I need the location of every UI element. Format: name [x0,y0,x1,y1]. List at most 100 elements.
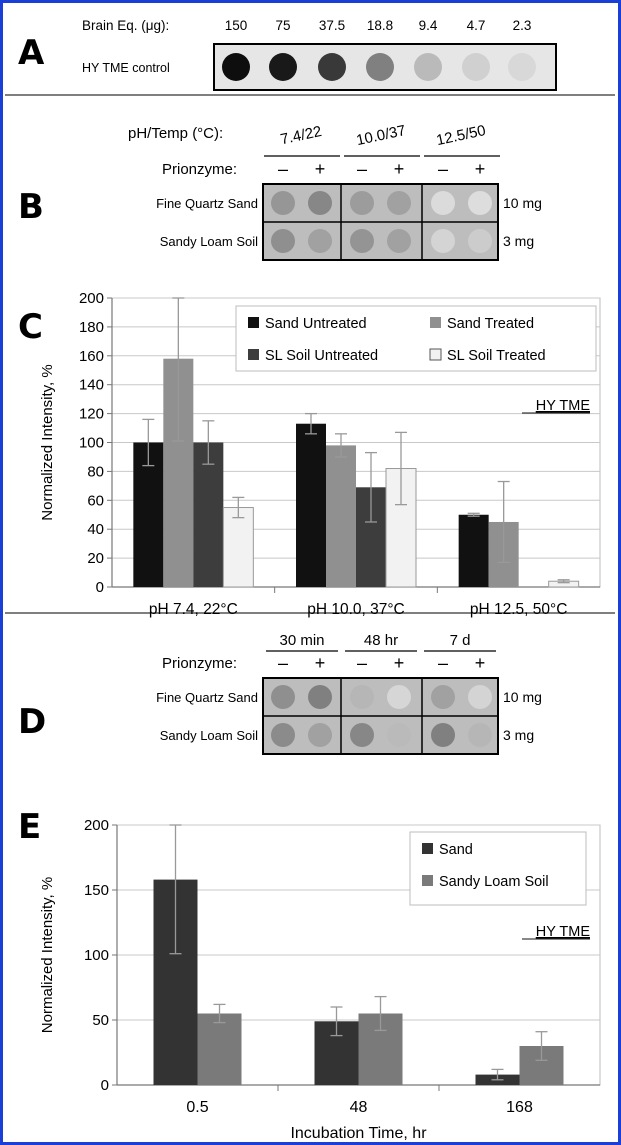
legend-label: Sand Untreated [265,316,367,332]
x-tick-label: pH 12.5, 50°C [470,601,568,618]
dot-spot [350,229,374,253]
bar [326,445,356,587]
dot-spot [462,53,490,81]
dot-spot [308,191,332,215]
panel-a-letter: A [18,33,45,73]
panel-a-dots [222,53,536,81]
prionzyme-sign: + [394,159,405,179]
panel-d-signs: – + – + – + [278,653,485,673]
dot-spot [431,685,455,709]
dot-spot [350,723,374,747]
bar [197,1013,242,1085]
blot-row-mass: 3 mg [503,727,534,743]
amount-label: 18.8 [367,18,393,33]
y-tick-label: 180 [79,319,104,336]
dot-spot [222,53,250,81]
panel-d: D Prionzyme: 30 min 48 hr 7 d – + – + – + Fine … [18,632,542,755]
dot-spot [271,685,295,709]
legend-swatch [422,843,433,854]
prionzyme-sign: – [357,653,367,673]
panel-a-header: Brain Eq. (μg): [82,18,169,33]
panel-b-blot: Fine Quartz Sand 10 mg Sandy Loam Soil 3 mg [156,183,542,261]
dot-spot [308,685,332,709]
dot-spot [508,53,536,81]
legend-swatch [430,317,441,328]
y-tick-label: 150 [84,882,109,899]
x-tick-label: pH 7.4, 22°C [149,601,238,618]
dot-spot [468,191,492,215]
amount-label: 75 [275,18,290,33]
condition-label: 12.5/50 [435,122,487,149]
panel-b-signs: – + – + – + [278,159,485,179]
amount-label: 37.5 [319,18,345,33]
legend-swatch [422,875,433,886]
legend-label: SL Soil Treated [447,348,546,364]
dot-spot [350,685,374,709]
legend-label: SL Soil Untreated [265,348,378,364]
panel-a-row-label: HY TME control [82,61,170,75]
dot-spot [387,685,411,709]
legend-swatch [248,317,259,328]
y-tick-label: 100 [79,435,104,452]
y-tick-label: 20 [87,550,104,567]
panel-d-letter: D [18,702,46,742]
dot-spot [431,723,455,747]
panel-c-letter: C [18,307,43,347]
amount-label: 4.7 [467,18,486,33]
chart-annotation: HY TME [536,924,591,940]
amount-label: 9.4 [419,18,438,33]
legend-label: Sand [439,842,473,858]
dot-spot [468,685,492,709]
panel-b: B pH/Temp (°C): Prionzyme: 7.4/22 10.0/37… [18,122,542,261]
x-axis-label: Incubation Time, hr [290,1125,427,1142]
bar [222,507,254,588]
dot-spot [308,723,332,747]
dot-spot [387,191,411,215]
chart-e: 0 50 100 150 200 0.5 48 168 Normalized Intensity… [39,817,601,1142]
y-tick-label: 160 [79,348,104,365]
panel-c: C 0 20 40 60 80 100 120 140 160 180 200 pH 7.4, 22°… [18,290,601,618]
panel-d-blot: Fine Quartz Sand 10 mg Sandy Loam Soil 3 mg [156,677,542,755]
x-tick-label: 168 [506,1099,533,1116]
dot-spot [318,53,346,81]
time-label: 30 min [279,632,324,649]
x-tick-label: 0.5 [186,1099,208,1116]
y-tick-label: 120 [79,406,104,423]
y-tick-label: 60 [87,492,104,509]
prionzyme-sign: + [315,653,326,673]
blot-row-label: Fine Quartz Sand [156,690,258,705]
bar [458,514,489,587]
panel-e-letter: E [18,807,41,847]
condition-label: 7.4/22 [279,123,323,148]
dot-spot [387,723,411,747]
y-tick-label: 100 [84,947,109,964]
condition-label: 10.0/37 [355,122,407,149]
dot-spot [271,723,295,747]
panel-e: E 0 50 100 150 200 0.5 48 168 Normalized Intensi… [18,807,601,1142]
blot-row-label: Sandy Loam Soil [160,234,258,249]
bar [193,442,224,587]
panel-d-time-labels: 30 min 48 hr 7 d [266,632,496,652]
legend-swatch [429,348,442,361]
y-tick-label: 200 [84,817,109,834]
chart-c: 0 20 40 60 80 100 120 140 160 180 200 pH 7.4, 22°C p… [39,290,601,618]
blot-row-mass: 10 mg [503,689,542,705]
panel-b-letter: B [18,187,44,227]
prionzyme-sign: – [438,653,448,673]
time-label: 7 d [450,632,471,649]
y-tick-label: 200 [79,290,104,307]
dot-spot [366,53,394,81]
blot-row-label: Fine Quartz Sand [156,196,258,211]
amount-label: 2.3 [513,18,532,33]
dot-spot [271,191,295,215]
prionzyme-sign: + [315,159,326,179]
dot-spot [269,53,297,81]
y-axis-label: Normalized Intensity, % [39,877,56,1033]
bar [296,423,326,587]
dot-spot [271,229,295,253]
bar [133,442,164,587]
blot-row-label: Sandy Loam Soil [160,728,258,743]
dot-spot [468,229,492,253]
legend-swatch [248,349,259,360]
